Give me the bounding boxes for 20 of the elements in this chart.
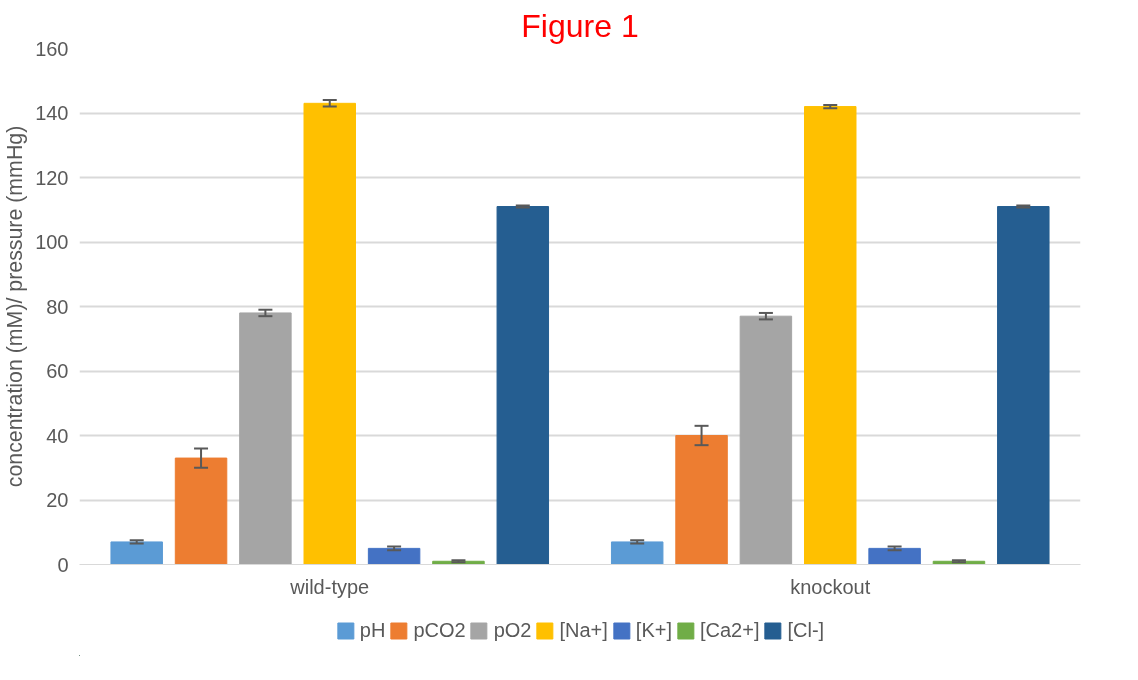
legend-label: [Cl-]: [787, 618, 825, 642]
y-tick-label: 20: [46, 489, 69, 511]
x-tick-label: knockout: [790, 575, 871, 598]
y-tick-label: 160: [35, 37, 69, 60]
legend-label: pH: [359, 618, 386, 642]
legend-label: [Ca2+]: [699, 618, 760, 642]
y-tick-label: 120: [35, 166, 69, 189]
legend-label: pO2: [493, 618, 532, 642]
y-tick-label: 40: [46, 424, 69, 447]
y-tick-label: 80: [46, 295, 69, 318]
y-tick-label: 0: [57, 553, 69, 576]
y-tick-label: 140: [35, 102, 69, 124]
y-tick-label: 60: [46, 360, 69, 382]
y-tick-label: 100: [35, 231, 69, 253]
legend-label: [Na+]: [559, 618, 608, 642]
legend-label: pCO2: [413, 618, 466, 642]
x-tick-label: wild-type: [289, 575, 370, 598]
y-axis-title: concentration (mM)/ pressure (mmHg): [3, 125, 28, 488]
chart-title: Figure 1: [521, 7, 639, 44]
legend-label: [K+]: [635, 618, 672, 642]
